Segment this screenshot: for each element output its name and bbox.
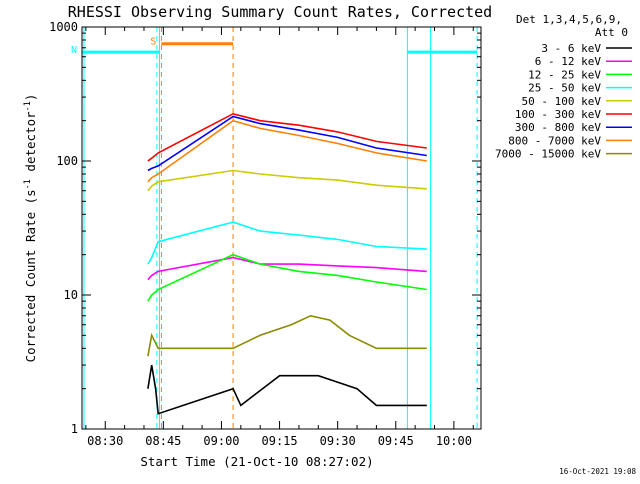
- y-tick-label: 100: [56, 154, 78, 168]
- legend-label: 800 - 7000 keV: [508, 134, 601, 147]
- y-tick-label: 1: [71, 422, 78, 436]
- x-tick-label: 09:00: [203, 434, 239, 448]
- chart-title: RHESSI Observing Summary Count Rates, Co…: [68, 3, 492, 21]
- footer-timestamp: 16-Oct-2021 19:08: [559, 467, 636, 476]
- legend-label: 25 - 50 keV: [528, 82, 601, 95]
- flag-label: S: [150, 37, 156, 48]
- axes: 1 10 100 1000 08:30 08:45 09:00 09:15 09:30 09:45…: [49, 20, 482, 448]
- detector-info-line-2: Att 0: [595, 26, 628, 39]
- flag-bars: SN: [71, 37, 478, 56]
- legend-label: 3 - 6 keV: [541, 42, 601, 55]
- series-line: [147, 119, 427, 183]
- series-line: [147, 169, 427, 192]
- x-tick-label: 10:00: [436, 434, 472, 448]
- y-tick-label: 1000: [49, 20, 78, 34]
- series-line: [147, 221, 427, 265]
- flag-label: N: [71, 45, 77, 56]
- x-tick-label: 09:45: [378, 434, 414, 448]
- detector-info-line-1: Det 1,3,4,5,6,9,: [516, 13, 622, 26]
- legend-label: 7000 - 15000 keV: [495, 148, 601, 161]
- marker-lines: [83, 27, 478, 429]
- legend-label: 6 - 12 keV: [535, 55, 602, 68]
- x-axis-label: Start Time (21-Oct-10 08:27:02): [140, 454, 373, 469]
- x-tick-label: 08:45: [145, 434, 181, 448]
- legend-label: 300 - 800 keV: [515, 121, 601, 134]
- y-axis-label: Corrected Count Rate (s-1 detector-1): [23, 94, 38, 363]
- series-line: [147, 112, 427, 162]
- legend-label: 50 - 100 keV: [522, 95, 602, 108]
- series-line: [147, 314, 427, 357]
- x-tick-label: 09:30: [320, 434, 356, 448]
- series-line: [147, 364, 427, 415]
- series-line: [147, 115, 427, 172]
- legend-label: 100 - 300 keV: [515, 108, 601, 121]
- series-lines: [147, 112, 427, 415]
- legend-label: 12 - 25 keV: [528, 68, 601, 81]
- plot-frame: [81, 26, 482, 430]
- x-tick-label: 09:15: [262, 434, 298, 448]
- series-line: [147, 253, 427, 302]
- y-tick-label: 10: [64, 288, 78, 302]
- x-tick-label: 08:30: [87, 434, 123, 448]
